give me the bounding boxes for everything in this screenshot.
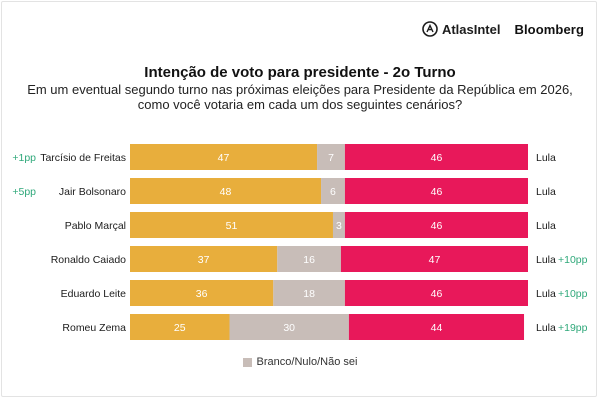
atlasintel-mark-icon	[422, 21, 438, 37]
bar-candidate-ronaldo-caiado	[130, 246, 278, 272]
chart-subtitle: Em um eventual segundo turno nas próxima…	[0, 82, 600, 112]
right-change-eduardo-leite: +10pp	[558, 288, 588, 300]
value-label-lula-tarcisio-de-freitas: 46	[431, 152, 443, 164]
value-label-candidate-ronaldo-caiado: 37	[198, 254, 210, 266]
value-label-lula-jair-bolsonaro: 46	[431, 186, 443, 198]
value-label-candidate-jair-bolsonaro: 48	[220, 186, 232, 198]
bar-candidate-tarcisio-de-freitas	[130, 144, 318, 170]
right-label-eduardo-leite: Lula	[536, 288, 556, 300]
right-label-romeu-zema: Lula	[536, 322, 556, 334]
value-label-candidate-tarcisio-de-freitas: 47	[218, 152, 230, 164]
value-label-lula-ronaldo-caiado: 47	[429, 254, 441, 266]
logo-bar: AtlasIntel Bloomberg	[422, 20, 584, 38]
bar-lula-ronaldo-caiado	[340, 246, 528, 272]
category-label-jair-bolsonaro: Jair Bolsonaro	[59, 186, 126, 198]
value-label-lula-romeu-zema: 44	[431, 322, 443, 334]
bar-blank-ronaldo-caiado	[277, 246, 341, 272]
bar-blank-romeu-zema	[229, 314, 349, 340]
value-label-candidate-pablo-marcal: 51	[226, 220, 238, 232]
bar-blank-eduardo-leite	[273, 280, 345, 306]
bar-blank-jair-bolsonaro	[321, 178, 345, 204]
left-change-tarcisio-de-freitas: +1pp	[12, 152, 36, 164]
right-label-ronaldo-caiado: Lula	[536, 254, 556, 266]
category-label-pablo-marcal: Pablo Marçal	[65, 220, 126, 232]
chart-title: Intenção de voto para presidente - 2o Tu…	[144, 64, 456, 81]
value-label-candidate-eduardo-leite: 36	[196, 288, 208, 300]
right-label-pablo-marcal: Lula	[536, 220, 556, 232]
bloomberg-logo: Bloomberg	[514, 21, 584, 37]
bar-blank-pablo-marcal	[332, 212, 345, 238]
category-label-eduardo-leite: Eduardo Leite	[61, 288, 127, 300]
bar-lula-eduardo-leite	[344, 280, 528, 306]
right-change-ronaldo-caiado: +10pp	[558, 254, 588, 266]
value-label-blank-tarcisio-de-freitas: 7	[328, 152, 334, 164]
right-change-romeu-zema: +19pp	[558, 322, 588, 334]
legend-swatch-blank	[242, 357, 252, 367]
bar-candidate-romeu-zema	[130, 314, 230, 340]
bar-lula-pablo-marcal	[344, 212, 528, 238]
atlasintel-logo-text: AtlasIntel	[441, 21, 501, 37]
value-label-blank-romeu-zema: 30	[283, 322, 295, 334]
bar-candidate-pablo-marcal	[130, 212, 333, 238]
bar-blank-tarcisio-de-freitas	[317, 144, 345, 170]
category-label-romeu-zema: Romeu Zema	[62, 322, 126, 334]
value-label-blank-ronaldo-caiado: 16	[303, 254, 315, 266]
bar-lula-tarcisio-de-freitas	[344, 144, 528, 170]
value-label-blank-pablo-marcal: 3	[336, 220, 342, 232]
subtitle-line-2: como você votaria em cada um dos seguint…	[137, 97, 463, 112]
right-label-tarcisio-de-freitas: Lula	[536, 152, 556, 164]
atlasintel-logo: AtlasIntel	[422, 21, 501, 37]
value-label-lula-eduardo-leite: 46	[431, 288, 443, 300]
legend-label-blank: Branco/Nulo/Não sei	[256, 356, 358, 368]
subtitle-line-1: Em um eventual segundo turno nas próxima…	[27, 82, 573, 97]
value-label-candidate-romeu-zema: 25	[174, 322, 186, 334]
bar-lula-romeu-zema	[348, 314, 525, 340]
value-label-lula-pablo-marcal: 46	[431, 220, 443, 232]
legend: Branco/Nulo/Não sei	[0, 356, 600, 368]
bar-lula-jair-bolsonaro	[344, 178, 528, 204]
value-label-blank-eduardo-leite: 18	[303, 288, 315, 300]
right-label-jair-bolsonaro: Lula	[536, 186, 556, 198]
bar-candidate-eduardo-leite	[130, 280, 274, 306]
bar-candidate-jair-bolsonaro	[130, 178, 322, 204]
value-label-blank-jair-bolsonaro: 6	[330, 186, 336, 198]
category-label-tarcisio-de-freitas: Tarcísio de Freitas	[40, 152, 126, 164]
left-change-jair-bolsonaro: +5pp	[12, 186, 36, 198]
category-label-ronaldo-caiado: Ronaldo Caiado	[51, 254, 126, 266]
